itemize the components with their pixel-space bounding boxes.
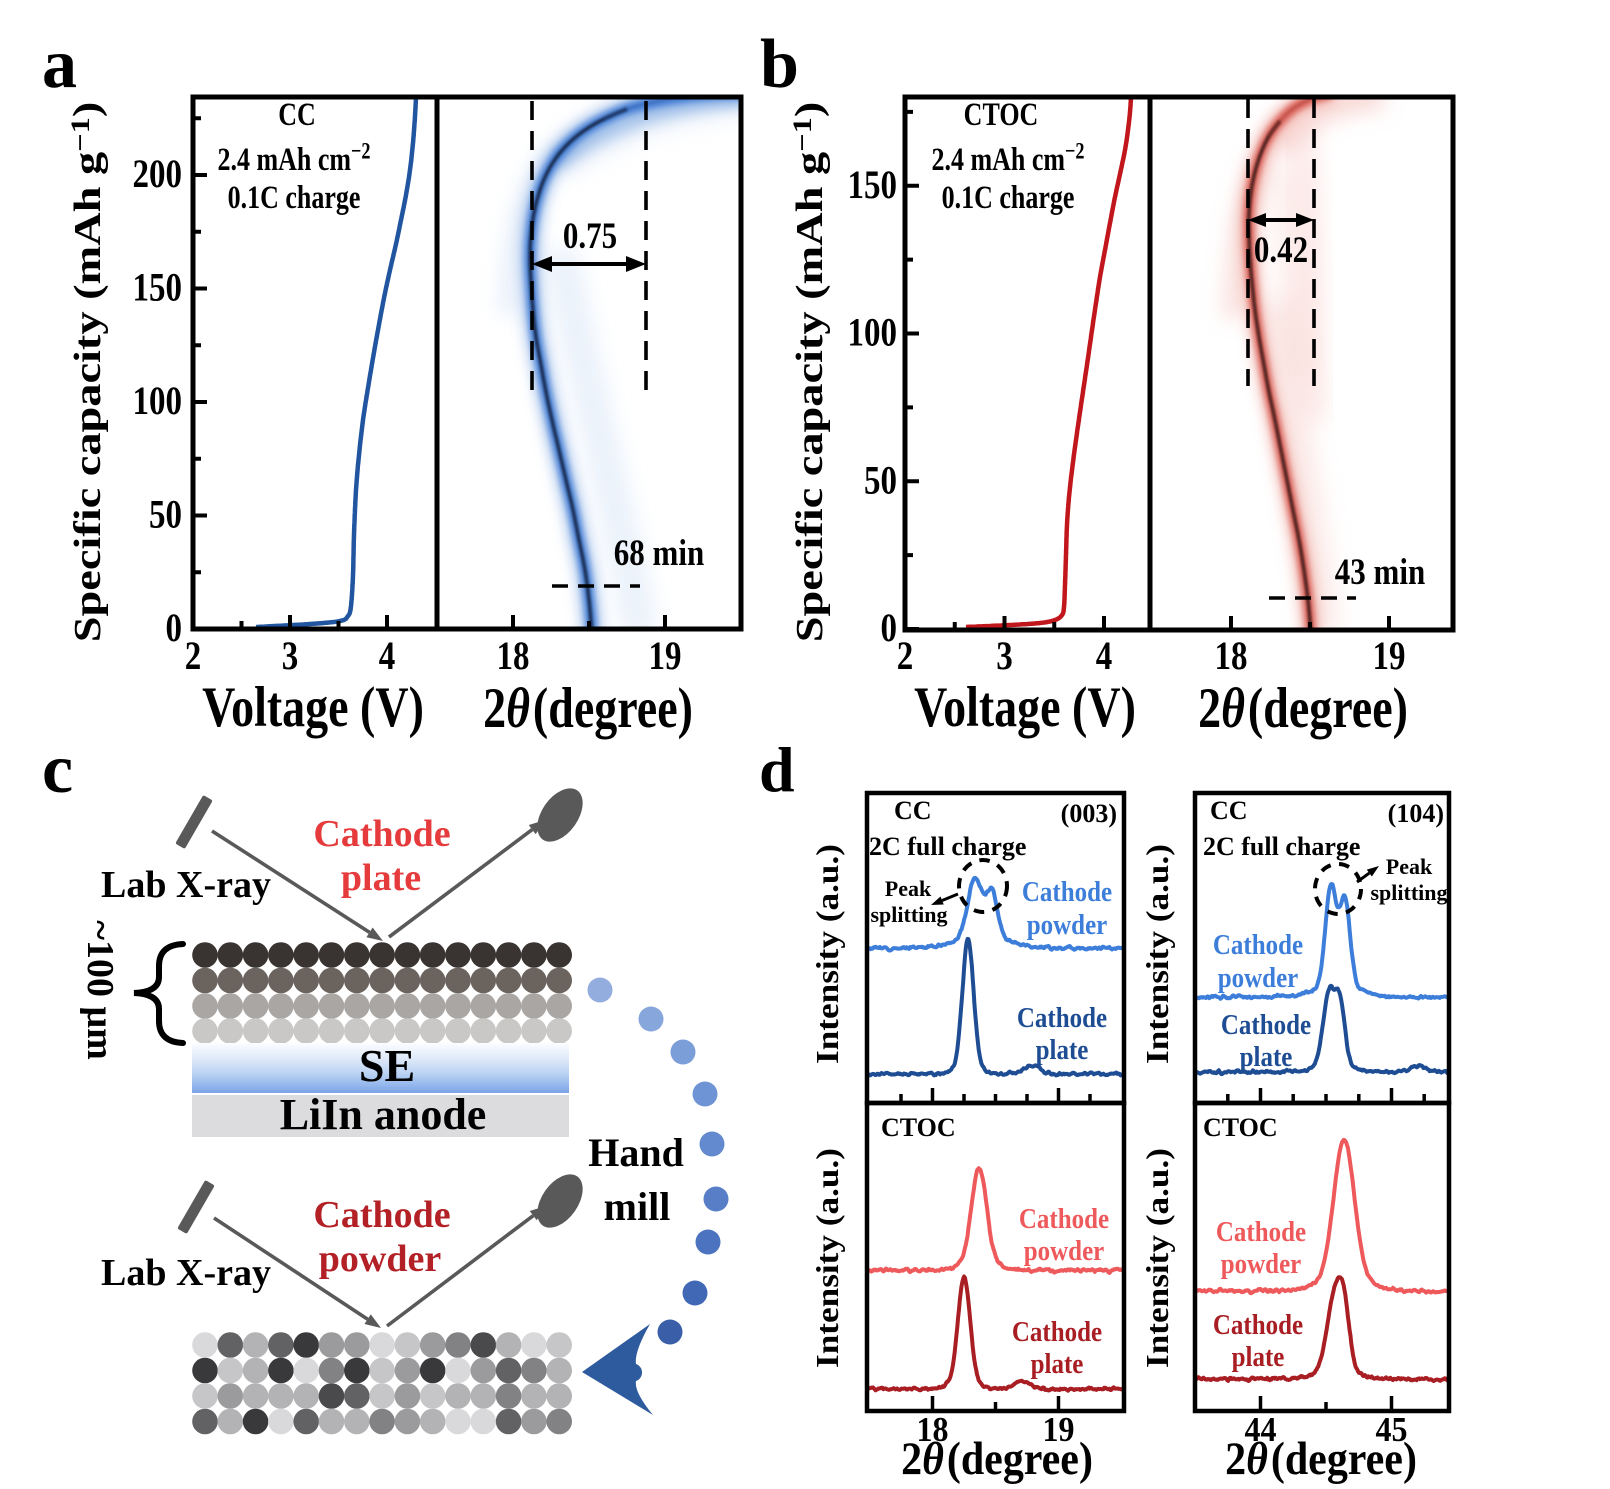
svg-text:Hand: Hand	[588, 1130, 684, 1175]
svg-text:plate: plate	[1232, 1340, 1285, 1372]
svg-text:19: 19	[1043, 1411, 1075, 1450]
svg-text:50: 50	[864, 457, 897, 502]
svg-text:SE: SE	[359, 1040, 415, 1091]
svg-text:LiIn anode: LiIn anode	[280, 1090, 487, 1139]
svg-text:powder: powder	[1218, 961, 1299, 993]
svg-text:4: 4	[1096, 633, 1113, 678]
svg-text:Specific capacity (mAh g−1): Specific capacity (mAh g−1)	[788, 102, 831, 643]
svg-text:3: 3	[282, 633, 299, 678]
svg-text:powder: powder	[1027, 908, 1108, 940]
svg-text:Intensity (a.u.): Intensity (a.u.)	[1140, 1148, 1175, 1368]
svg-text:Cathode: Cathode	[1012, 1315, 1102, 1347]
svg-text:Lab X-ray: Lab X-ray	[101, 1252, 271, 1294]
svg-text:2C full charge: 2C full charge	[869, 832, 1026, 861]
svg-text:splitting: splitting	[870, 902, 947, 927]
svg-text:2.4 mAh cm−2: 2.4 mAh cm−2	[217, 137, 370, 177]
svg-text:powder: powder	[1024, 1234, 1105, 1266]
svg-text:CC: CC	[1210, 796, 1248, 825]
svg-text:2θ(degree): 2θ(degree)	[1198, 677, 1408, 740]
svg-text:0.75: 0.75	[563, 215, 617, 256]
svg-text:150: 150	[133, 264, 182, 309]
svg-text:Cathode: Cathode	[1022, 875, 1112, 907]
svg-text:2: 2	[185, 633, 202, 678]
svg-text:(003): (003)	[1061, 799, 1117, 828]
svg-text:powder: powder	[1221, 1247, 1302, 1279]
svg-text:plate: plate	[1031, 1347, 1084, 1379]
svg-text:2θ(degree): 2θ(degree)	[483, 677, 693, 740]
svg-text:plate: plate	[1036, 1033, 1089, 1065]
svg-text:Cathode: Cathode	[1213, 1308, 1303, 1340]
svg-text:CC: CC	[278, 96, 316, 133]
svg-text:2θ(degree): 2θ(degree)	[901, 1433, 1093, 1484]
svg-text:b: b	[760, 26, 799, 103]
svg-text:0.1C charge: 0.1C charge	[942, 179, 1075, 216]
svg-text:2θ(degree): 2θ(degree)	[1225, 1433, 1417, 1484]
svg-text:3: 3	[996, 633, 1013, 678]
svg-text:plate: plate	[341, 857, 421, 899]
svg-text:d: d	[759, 734, 795, 805]
svg-text:Peak: Peak	[1386, 854, 1433, 879]
svg-text:2C full charge: 2C full charge	[1203, 832, 1360, 861]
svg-text:c: c	[42, 731, 73, 808]
svg-text:~100 μm: ~100 μm	[79, 920, 121, 1059]
svg-text:68 min: 68 min	[614, 532, 704, 573]
svg-text:(104): (104)	[1388, 799, 1444, 828]
svg-text:Cathode: Cathode	[1213, 928, 1303, 960]
svg-text:CTOC: CTOC	[1203, 1113, 1278, 1142]
svg-text:43 min: 43 min	[1335, 551, 1425, 592]
svg-text:Intensity (a.u.): Intensity (a.u.)	[810, 844, 845, 1064]
svg-text:Cathode: Cathode	[313, 813, 450, 855]
svg-text:0: 0	[880, 605, 897, 650]
svg-text:18: 18	[917, 1411, 949, 1450]
svg-text:CTOC: CTOC	[881, 1113, 956, 1142]
svg-text:Cathode: Cathode	[1221, 1008, 1311, 1040]
svg-text:4: 4	[379, 633, 396, 678]
svg-text:Peak: Peak	[885, 876, 932, 901]
svg-text:2.4 mAh cm−2: 2.4 mAh cm−2	[931, 137, 1084, 177]
svg-text:200: 200	[133, 151, 182, 196]
svg-text:Cathode: Cathode	[1019, 1202, 1109, 1234]
svg-text:44: 44	[1245, 1411, 1277, 1450]
svg-text:powder: powder	[319, 1238, 442, 1280]
svg-text:Voltage (V): Voltage (V)	[202, 676, 424, 739]
svg-text:Lab X-ray: Lab X-ray	[101, 864, 271, 906]
svg-text:2: 2	[897, 633, 914, 678]
svg-text:19: 19	[1373, 633, 1406, 678]
svg-text:Intensity (a.u.): Intensity (a.u.)	[810, 1148, 845, 1368]
svg-text:18: 18	[1215, 633, 1248, 678]
svg-text:Voltage (V): Voltage (V)	[914, 676, 1136, 739]
svg-text:50: 50	[149, 491, 182, 536]
svg-text:0.42: 0.42	[1254, 229, 1308, 270]
svg-text:Intensity (a.u.): Intensity (a.u.)	[1140, 844, 1175, 1064]
svg-text:mill: mill	[604, 1184, 671, 1229]
svg-text:100: 100	[133, 378, 182, 423]
svg-text:0: 0	[165, 605, 182, 650]
svg-text:CC: CC	[894, 796, 932, 825]
svg-text:Cathode: Cathode	[1216, 1215, 1306, 1247]
svg-text:CTOC: CTOC	[964, 96, 1039, 133]
svg-text:Cathode: Cathode	[313, 1194, 450, 1236]
svg-text:Specific capacity (mAh g−1): Specific capacity (mAh g−1)	[66, 102, 109, 643]
svg-text:100: 100	[848, 309, 897, 354]
svg-text:18: 18	[497, 633, 530, 678]
svg-text:45: 45	[1376, 1411, 1408, 1450]
svg-text:splitting: splitting	[1370, 880, 1447, 905]
svg-text:a: a	[42, 26, 77, 103]
svg-text:Cathode: Cathode	[1017, 1001, 1107, 1033]
svg-text:0.1C charge: 0.1C charge	[228, 179, 361, 216]
svg-text:plate: plate	[1240, 1040, 1293, 1072]
svg-text:150: 150	[848, 162, 897, 207]
svg-text:19: 19	[649, 633, 682, 678]
